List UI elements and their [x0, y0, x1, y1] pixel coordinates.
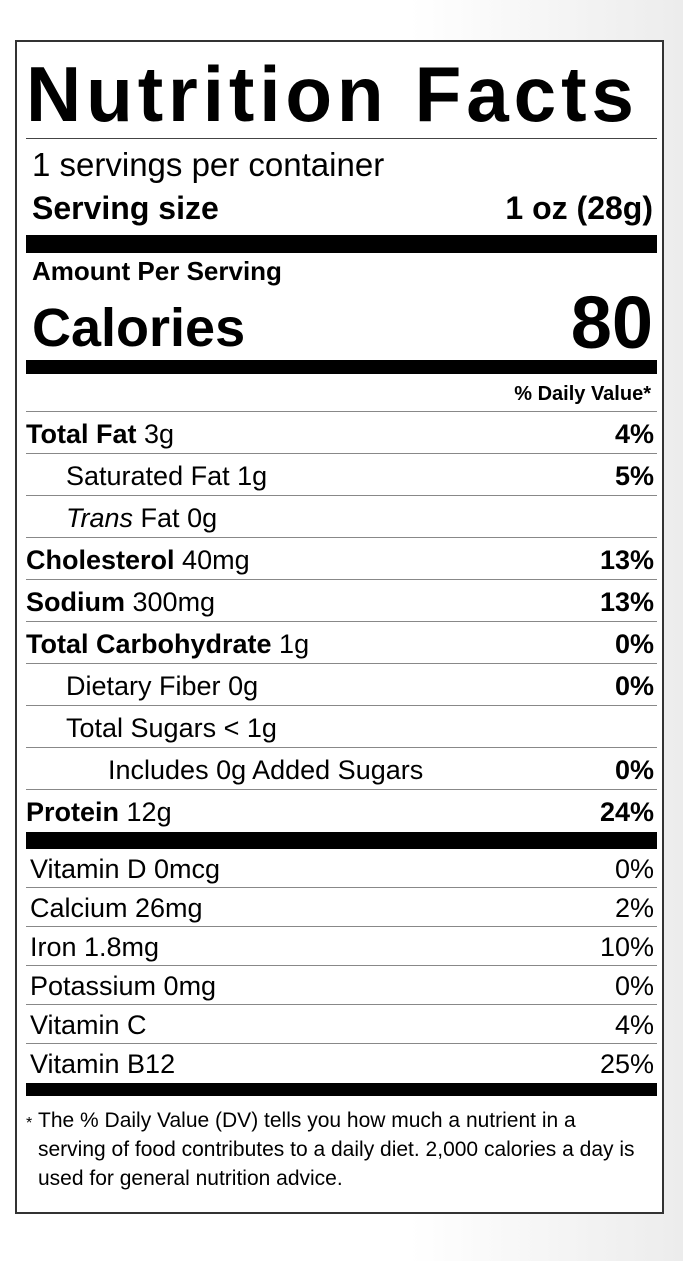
vitamin-label: Potassium 0mg	[30, 971, 217, 1001]
vitamin-label: Calcium 26mg	[30, 893, 203, 923]
nutrient-row-added-sugars: Includes 0g Added Sugars 0%	[26, 748, 657, 790]
nutrient-name: Total Fat	[26, 419, 137, 449]
vitamin-row: Calcium 26mg 2%	[26, 888, 657, 927]
nutrient-amount: 40mg	[182, 545, 250, 575]
nutrient-dv: 13%	[599, 587, 654, 617]
vitamin-dv: 2%	[614, 893, 654, 923]
vitamin-label: Vitamin B12	[30, 1049, 176, 1079]
calories-value: 80	[570, 281, 653, 364]
nutrient-dv: 0%	[614, 671, 654, 701]
vitamin-row: Vitamin B12 25%	[26, 1044, 657, 1083]
nutrient-dv: 0%	[614, 629, 654, 659]
nutrient-name: Dietary Fiber	[66, 671, 221, 701]
vitamin-dv: 0%	[614, 971, 654, 1001]
nutrient-dv: 4%	[614, 419, 654, 449]
daily-value-header: % Daily Value*	[26, 374, 657, 412]
vitamin-label: Iron 1.8mg	[30, 932, 160, 962]
vitamin-row: Potassium 0mg 0%	[26, 966, 657, 1005]
nutrient-amount: 0g	[187, 503, 218, 533]
nutrient-dv: 5%	[614, 461, 654, 491]
nutrient-amount: 1g	[279, 629, 310, 659]
nutrient-amount: 3g	[144, 419, 175, 449]
nutrient-row-total-sugars: Total Sugars < 1g	[26, 706, 657, 748]
thick-divider	[26, 235, 657, 253]
nutrient-row-trans-fat: Trans Fat 0g	[26, 496, 657, 538]
nutrient-name: Sodium	[26, 587, 125, 617]
serving-size-value: 1 oz (28g)	[505, 190, 653, 226]
nutrient-row-total-carbohydrate: Total Carbohydrate 1g 0%	[26, 622, 657, 664]
nutrient-name: Total Sugars	[66, 713, 217, 743]
vitamin-row: Iron 1.8mg 10%	[26, 927, 657, 966]
footnote-text: The % Daily Value (DV) tells you how muc…	[38, 1109, 635, 1190]
divider	[26, 138, 657, 139]
nutrient-row-protein: Protein 12g 24%	[26, 790, 657, 832]
vitamin-dv: 10%	[599, 932, 654, 962]
vitamin-dv: 25%	[599, 1049, 654, 1079]
nutrient-amount: 300mg	[132, 587, 216, 617]
nutrient-name: Cholesterol	[26, 545, 175, 575]
nutrient-amount: 1g	[237, 461, 268, 491]
label-title: Nutrition Facts	[26, 50, 639, 138]
nutrient-dv: 0%	[614, 755, 654, 785]
servings-per-container: 1 servings per container	[32, 146, 385, 183]
nutrient-amount: < 1g	[223, 713, 277, 743]
amount-per-serving: Amount Per Serving	[32, 256, 282, 286]
vitamin-dv: 0%	[614, 854, 654, 884]
vitamin-row: Vitamin D 0mcg 0%	[26, 849, 657, 888]
nutrient-dv: 13%	[599, 545, 654, 575]
nutrient-amount: 0g	[228, 671, 259, 701]
nutrient-name: Fat	[140, 503, 180, 533]
nutrient-amount: 12g	[126, 797, 172, 827]
nutrient-name: Total Carbohydrate	[26, 629, 272, 659]
nutrient-name: Saturated Fat	[66, 461, 230, 491]
vitamin-label: Vitamin C	[30, 1010, 147, 1040]
nutrient-row-sodium: Sodium 300mg 13%	[26, 580, 657, 622]
footnote-asterisk: *	[26, 1115, 33, 1132]
vitamin-label: Vitamin D 0mcg	[30, 854, 221, 884]
nutrient-row-total-fat: Total Fat 3g 4%	[26, 412, 657, 454]
nutrition-facts-label: Nutrition Facts 1 servings per container…	[15, 40, 664, 1214]
nutrient-name: Includes 0g Added Sugars	[108, 755, 424, 785]
nutrient-row-cholesterol: Cholesterol 40mg 13%	[26, 538, 657, 580]
serving-size-row: Serving size 1 oz (28g)	[26, 185, 657, 235]
calories-label: Calories	[32, 298, 246, 358]
thick-divider	[26, 360, 657, 374]
nutrient-name: Protein	[26, 797, 120, 827]
thick-divider	[26, 1083, 657, 1096]
nutrient-row-dietary-fiber: Dietary Fiber 0g 0%	[26, 664, 657, 706]
serving-size-label: Serving size	[32, 190, 219, 226]
thick-divider	[26, 832, 657, 849]
calories-row: Calories 80	[26, 283, 657, 360]
nutrient-dv: 24%	[599, 797, 654, 827]
vitamin-row: Vitamin C 4%	[26, 1005, 657, 1044]
footnote: * The % Daily Value (DV) tells you how m…	[26, 1096, 657, 1193]
vitamin-dv: 4%	[614, 1010, 654, 1040]
nutrient-row-saturated-fat: Saturated Fat 1g 5%	[26, 454, 657, 496]
nutrient-name-italic: Trans	[66, 503, 134, 533]
